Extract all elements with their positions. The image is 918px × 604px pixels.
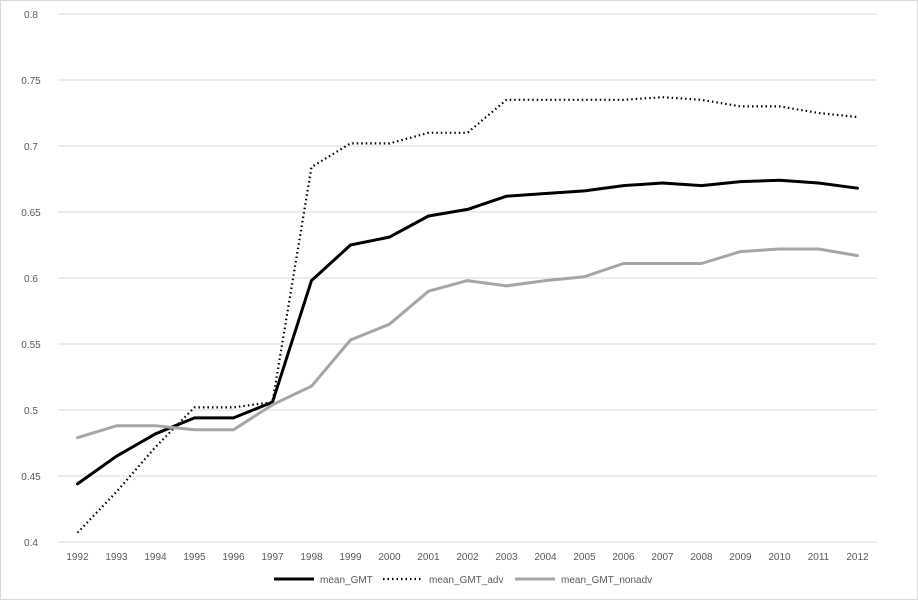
x-tick-label: 1996 — [222, 552, 245, 563]
x-tick-label: 2003 — [495, 552, 518, 563]
y-tick-label: 0.6 — [24, 274, 38, 285]
x-tick-label: 1994 — [144, 552, 167, 563]
y-tick-label: 0.55 — [21, 340, 41, 351]
x-tick-label: 2002 — [456, 552, 479, 563]
legend-item: mean_GMT_nonadv — [515, 575, 652, 586]
x-tick-label: 2001 — [417, 552, 440, 563]
series-line-mean-gmt-adv — [78, 97, 858, 533]
gridlines — [58, 14, 877, 542]
y-tick-label: 0.75 — [21, 76, 41, 87]
x-tick-label: 2006 — [612, 552, 635, 563]
x-tick-label: 2009 — [729, 552, 752, 563]
y-tick-label: 0.45 — [21, 472, 41, 483]
x-tick-label: 2007 — [651, 552, 674, 563]
legend-label: mean_GMT_adv — [429, 575, 503, 586]
y-tick-label: 0.7 — [24, 142, 38, 153]
x-tick-label: 2004 — [534, 552, 557, 563]
y-axis: 0.4 0.45 0.5 0.55 0.6 0.65 0.7 0.75 0.8 — [21, 10, 41, 549]
legend: mean_GMT mean_GMT_adv mean_GMT_nonadv — [274, 575, 652, 586]
y-tick-label: 0.65 — [21, 208, 41, 219]
legend-item: mean_GMT — [274, 575, 373, 586]
y-tick-label: 0.5 — [24, 406, 38, 417]
x-tick-label: 2008 — [690, 552, 713, 563]
legend-label: mean_GMT — [320, 575, 373, 586]
x-tick-label: 2000 — [378, 552, 401, 563]
series-lines — [77, 97, 857, 533]
x-tick-label: 1993 — [105, 552, 128, 563]
x-tick-label: 1992 — [66, 552, 89, 563]
series-line-mean-gmt — [78, 180, 858, 484]
legend-label: mean_GMT_nonadv — [561, 575, 652, 586]
x-axis: 1992 1993 1994 1995 1996 1997 1998 1999 2000 2001… — [66, 552, 869, 563]
x-tick-label: 2011 — [808, 552, 830, 563]
x-tick-label: 1995 — [183, 552, 206, 563]
series-line-mean-gmt-nonadv — [78, 249, 858, 438]
x-tick-label: 1998 — [300, 552, 323, 563]
x-tick-label: 1999 — [339, 552, 362, 563]
x-tick-label: 2010 — [768, 552, 791, 563]
x-tick-label: 2005 — [573, 552, 596, 563]
x-tick-label: 2012 — [846, 552, 869, 563]
y-tick-label: 0.8 — [24, 10, 38, 21]
legend-item: mean_GMT_adv — [383, 575, 503, 586]
x-tick-label: 1997 — [261, 552, 284, 563]
y-tick-label: 0.4 — [24, 538, 38, 549]
